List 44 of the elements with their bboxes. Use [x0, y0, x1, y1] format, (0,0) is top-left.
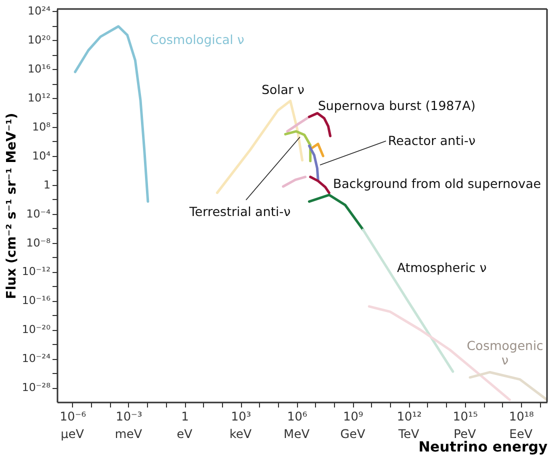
- text: keV: [230, 427, 252, 441]
- y-tick-label: 10⁻²⁰: [22, 323, 52, 336]
- y-tick-label: 10⁻²⁴: [22, 352, 52, 366]
- x-tick-label: 10⁹: [343, 410, 364, 424]
- text: PeV: [454, 427, 477, 441]
- y-tick-label: 1: [44, 178, 50, 192]
- series-label: Cosmogenic ν: [466, 338, 544, 368]
- text: eV: [176, 427, 194, 441]
- text: μeV: [60, 427, 85, 441]
- y-tick-label: 10⁻²⁸: [22, 381, 52, 394]
- line-series: [309, 176, 330, 194]
- y-tick-label: 10⁻¹⁶: [22, 294, 52, 308]
- x-tick-label: 10⁻³: [116, 410, 142, 424]
- series-label: Supernova burst (1987A): [318, 98, 476, 113]
- y-axis-title: Flux (cm⁻² s⁻¹ sr⁻¹ MeV⁻¹): [4, 112, 20, 300]
- y-tick-label: 10²⁰: [28, 34, 52, 47]
- x-tick-label: 10³: [231, 410, 252, 424]
- x-tick-label: 10¹⁸: [508, 410, 534, 424]
- line-series: [308, 144, 320, 182]
- y-tick-label: 10⁴: [32, 149, 52, 162]
- x-tick-label: 1: [181, 410, 189, 424]
- x-tick-label: 10¹²: [396, 410, 422, 424]
- text: Reactor anti-ν: [388, 133, 476, 148]
- x-tick-label: 10¹⁵: [452, 410, 478, 424]
- y-tick-label: 10¹²: [28, 92, 50, 105]
- series-label: Solar ν: [262, 82, 304, 97]
- x-axis-title: Neutrino energy: [418, 440, 548, 455]
- text: meV: [114, 427, 143, 441]
- series-label: Background from old supernovae: [333, 176, 542, 191]
- text: TeV: [397, 427, 420, 441]
- y-tick-label: 10¹⁶: [28, 62, 52, 76]
- series-label: Atmospheric ν: [397, 260, 487, 275]
- y-tick-label: 10⁻¹²: [22, 265, 50, 278]
- text: Terrestrial anti-ν: [188, 204, 291, 219]
- y-tick-label: 10⁻⁴: [26, 207, 52, 220]
- text: MeV: [284, 427, 310, 441]
- text: GeV: [340, 427, 366, 441]
- y-tick-label: 10⁸: [32, 120, 52, 134]
- x-tick-label: 10⁶: [287, 410, 308, 424]
- text: EeV: [509, 427, 534, 441]
- y-tick-label: 10⁻⁸: [26, 236, 52, 250]
- x-tick-label: 10⁻⁶: [60, 410, 86, 424]
- y-tick-label: 10²⁴: [28, 4, 52, 18]
- series-label: Cosmological ν: [150, 32, 244, 47]
